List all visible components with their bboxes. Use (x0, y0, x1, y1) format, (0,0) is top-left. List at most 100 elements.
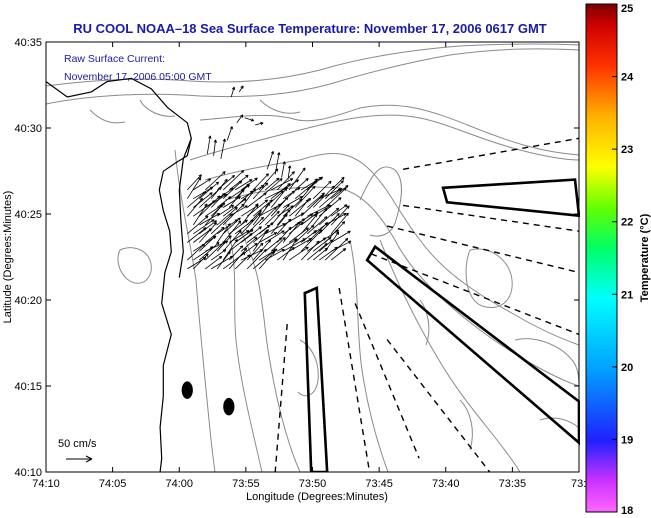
current-vector (228, 230, 250, 243)
coastline-main (46, 77, 192, 472)
current-vector (258, 251, 275, 270)
current-vector (318, 207, 340, 226)
y-axis-label: Latitude (Degrees:Minutes) (2, 191, 14, 324)
current-vector (206, 135, 212, 154)
current-vector (229, 205, 248, 217)
current-vector (213, 139, 217, 156)
current-vector (330, 205, 350, 226)
annotation-line2: November 17, 2006 05:00 GMT (64, 71, 212, 83)
current-vector (330, 230, 351, 243)
radial-line (354, 303, 420, 459)
current-vector (330, 212, 349, 235)
current-vector (205, 171, 226, 191)
current-vector (330, 185, 349, 200)
scale-arrow (66, 455, 93, 463)
current-vector (259, 232, 278, 243)
colorbar-tick-label: 19 (621, 434, 633, 446)
current-vector (226, 126, 233, 141)
current-vector (294, 177, 309, 191)
current-vector (234, 242, 258, 261)
current-vector (240, 204, 259, 217)
y-tick-label: 40:25 (14, 209, 42, 221)
current-vector (246, 216, 264, 235)
current-vector (258, 178, 283, 200)
current-vector (258, 248, 278, 261)
y-tick-label: 40:20 (14, 295, 42, 307)
current-vector (228, 174, 249, 191)
coastline (46, 77, 192, 472)
x-tick-label: 74:05 (99, 478, 127, 490)
x-tick-label: 74:10 (32, 478, 60, 490)
current-vector (228, 247, 248, 270)
current-vector (193, 192, 213, 208)
current-vector (258, 168, 279, 191)
x-tick-label: 73:40 (432, 478, 460, 490)
current-vector (281, 161, 286, 178)
x-tick-label: 73:35 (499, 478, 527, 490)
y-axis-ticks: 40:35 40:30 40:25 40:20 40:15 40:10 (14, 37, 579, 479)
colorbar-label: Temperature (°C) (639, 213, 651, 302)
current-vector (318, 197, 342, 217)
colorbar (585, 3, 618, 513)
current-vector (199, 220, 217, 235)
current-vectors (186, 85, 352, 270)
current-vector (220, 138, 226, 159)
colorbar-ticks: 25 24 23 22 21 20 19 18 (612, 3, 634, 517)
bathymetry-contours (46, 43, 580, 472)
y-tick-label: 40:30 (14, 123, 42, 135)
current-vector (294, 185, 316, 208)
x-tick-label: 73:55 (232, 478, 260, 490)
y-tick-label: 40:10 (14, 467, 42, 479)
current-vector (312, 180, 332, 199)
x-tick-label: 73:45 (365, 478, 393, 490)
current-vector (266, 151, 274, 170)
current-vector (199, 235, 216, 252)
current-vector (186, 177, 202, 199)
current-vector (252, 173, 269, 191)
current-vector (264, 230, 285, 243)
scale-label: 50 cm/s (58, 438, 97, 450)
current-vector (193, 219, 215, 235)
current-vector (306, 176, 324, 191)
radial-line (274, 324, 288, 472)
colorbar-tick-label: 18 (621, 505, 633, 517)
current-vector (331, 240, 352, 252)
current-vector (265, 248, 285, 261)
beam-outline (303, 286, 329, 472)
x-axis-ticks: 74:10 74:05 74:00 73:55 73:50 73:45 73:40 73:35… (32, 42, 592, 490)
current-vector (270, 237, 286, 252)
radial-lines (274, 137, 580, 472)
annotation-line1: Raw Surface Current: (64, 53, 165, 65)
x-tick-label: 74:00 (165, 478, 193, 490)
colorbar-tick-label: 24 (621, 72, 634, 84)
current-vector (216, 206, 238, 226)
plot-area (46, 42, 579, 472)
current-vector (330, 248, 347, 261)
y-tick-label: 40:35 (14, 37, 42, 49)
current-vector (187, 215, 209, 235)
current-vector (318, 212, 340, 235)
current-vector (230, 86, 236, 98)
current-vector (294, 199, 309, 217)
current-vector (238, 85, 244, 93)
current-vector (252, 229, 270, 243)
x-axis-label: Longitude (Degrees:Minutes) (246, 491, 388, 503)
current-vector (246, 242, 264, 261)
colorbar-tick-label: 22 (621, 217, 633, 229)
x-tick-label: 73:50 (299, 478, 327, 490)
current-vector (244, 117, 255, 122)
current-vector (205, 255, 223, 270)
current-vector (287, 165, 292, 180)
current-vector (199, 241, 220, 261)
current-vector (240, 177, 258, 191)
current-vector (252, 182, 269, 199)
radial-line (370, 253, 580, 336)
current-vector (324, 221, 346, 243)
current-vector (288, 246, 309, 261)
current-vector (228, 245, 244, 261)
current-vector (193, 178, 212, 191)
eddy-markers (181, 381, 235, 416)
radial-line (338, 287, 371, 472)
current-vector (324, 237, 349, 261)
current-vector (246, 199, 269, 217)
